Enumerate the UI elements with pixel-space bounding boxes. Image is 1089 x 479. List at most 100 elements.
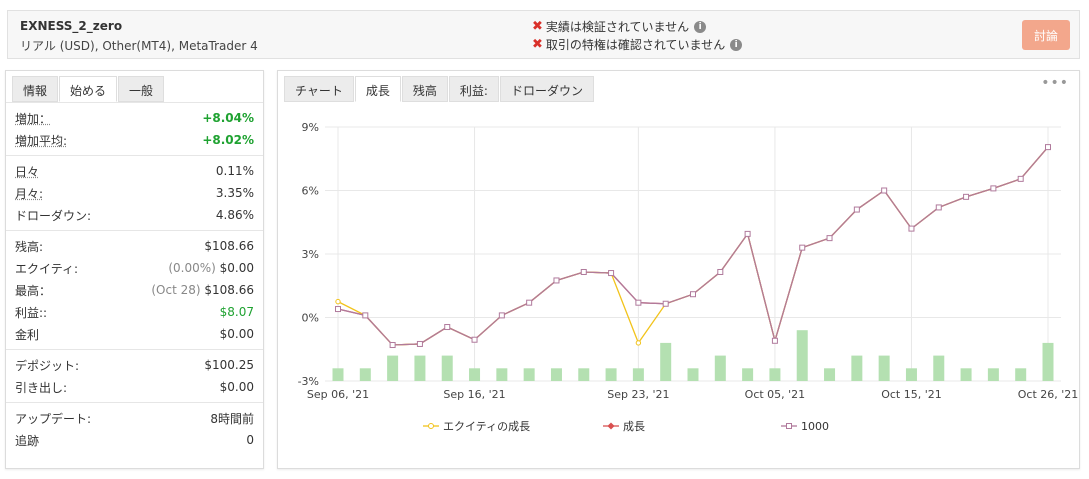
equity-point [335,298,341,305]
tab-start[interactable]: 始める [59,76,118,102]
stat-value-text: $0.00 [219,327,254,341]
balance-point [690,291,696,298]
balance-point [498,312,505,319]
y-tick-label: 9% [302,121,319,134]
stat-value-note: (0.00%) [168,261,216,275]
y-tick-label: 3% [302,248,319,261]
stat-value: $108.66 [204,239,254,253]
stat-label: 利益:: [15,305,48,320]
stats-panel: 情報 始める 一般 増加： +8.04% 増加平均: +8.02% 日々 0.11% 月々:… [5,70,264,469]
account-subtitle: リアル (USD), Other(MT4), MetaTrader 4 [20,39,258,53]
info-icon[interactable]: i [694,20,707,33]
volume-bar [796,330,808,381]
more-options-icon[interactable]: ••• [1041,75,1069,91]
stat-row: 利益:: $8.07 [15,301,254,323]
info-icon[interactable]: i [730,38,743,51]
stat-value-text: $0.00 [219,380,254,394]
account-header: EXNESS_2_zero リアル (USD), Other(MT4), Met… [7,10,1080,59]
stat-value: 0 [246,433,254,447]
stats-list: 増加： +8.04% 増加平均: +8.02% 日々 0.11% 月々: 3.35% ドローダウ… [6,102,263,455]
volume-bar [578,368,590,381]
volume-bar [387,355,399,381]
tab-drawdown[interactable]: ドローダウン [499,76,594,102]
volume-bar [550,368,562,381]
stat-value-text: $8.07 [219,305,254,319]
chart-tabs: チャート 成長 残高 利益: ドローダウン [278,71,1079,102]
x-tick-label: Sep 06, '21 [307,388,369,401]
series-line [337,146,1049,346]
tab-info[interactable]: 情報 [12,76,59,102]
stat-label[interactable]: 日々 [15,164,40,179]
legend-marker-icon [786,423,792,429]
balance-point [389,342,396,349]
tab-chart[interactable]: チャート [284,76,354,102]
volume-bar [1042,342,1054,381]
volume-bar [769,368,781,381]
y-tick-label: 0% [302,312,319,325]
volume-bar [714,355,726,381]
volume-bar [605,368,617,381]
x-tick-label: Sep 16, '21 [443,388,505,401]
volume-bar [332,368,344,381]
legend-label: 1000 [801,420,829,433]
stat-row: 増加平均: +8.02% [15,129,254,151]
volume-bar [987,368,999,381]
equity-point [635,340,642,346]
growth-chart: 9% 6% 3% 0% -3%Sep 06, '21 Sep 16, '21 Sep 23,… [298,121,1079,433]
stat-group: 増加： +8.04% 増加平均: +8.02% [6,102,263,155]
warning-text: 取引の特権は確認されていません [545,38,726,52]
balance-point [717,268,724,275]
stat-label: アップデート: [15,411,92,426]
tab-general[interactable]: 一般 [118,76,165,102]
volume-bar [960,368,972,381]
stat-row: 引き出し: $0.00 [15,376,254,398]
legend-marker-icon [428,423,434,429]
balance-point [935,204,942,211]
x-tick-label: Sep 23, '21 [607,388,669,401]
x-tick-label: Oct 05, '21 [745,388,806,401]
balance-point [963,193,970,200]
account-name[interactable]: EXNESS_2_zero [20,19,123,33]
stat-row: アップデート: 8時間前 [15,407,254,429]
stat-value-note: (Oct 28) [151,283,201,297]
stat-row: 金利 $0.00 [15,323,254,345]
stat-value-text: +8.04% [202,111,254,125]
balance-point [526,299,533,306]
balance-point [580,268,587,275]
stat-value: +8.02% [202,133,254,147]
stat-row: エクイティ: (0.00%) $0.00 [15,257,254,279]
balance-point [662,300,669,307]
warning-text: 実績は検証されていません [545,20,690,34]
volume-bar [742,368,754,381]
tab-profit[interactable]: 利益: [448,76,499,102]
legend-label: エクイティの成長 [443,420,530,433]
stat-group: デポジット: $100.25 引き出し: $0.00 [6,349,263,402]
legend-marker-icon [607,422,615,430]
balance-point [990,185,997,192]
stat-value-text: 8時間前 [210,411,254,426]
stat-row: 増加： +8.04% [15,107,254,129]
volume-bar [359,368,371,381]
volume-bar [851,355,863,381]
stat-row: 残高: $108.66 [15,235,254,257]
tab-growth[interactable]: 成長 [354,76,401,102]
volume-bar [824,368,836,381]
series-line [337,146,1049,346]
balance-point [471,336,478,343]
balance-point [744,230,751,237]
warning-privileges: ✖ 取引の特権は確認されていません i [532,36,743,53]
stat-value: 4.86% [216,208,254,222]
discuss-button[interactable]: 討論 [1022,20,1070,50]
stat-label[interactable]: 増加： [15,111,52,126]
chart-panel: チャート 成長 残高 利益: ドローダウン ••• 9% 6% 3% 0% -3% Sep… [277,70,1080,469]
balance-point [881,187,888,194]
warning-not-verified: ✖ 実績は検証されていません i [532,18,707,35]
stat-group: 残高: $108.66 エクイティ: (0.00%) $0.00 最高： (Oct 28)… [6,230,263,349]
stat-label[interactable]: 月々: [15,186,44,201]
x-tick-label: Oct 26, '21 [1018,388,1079,401]
x-icon: ✖ [532,19,543,34]
tab-balance[interactable]: 残高 [401,76,448,102]
stat-label[interactable]: 増加平均: [15,133,68,148]
balance-point [635,299,642,306]
stat-value: (0.00%) $0.00 [168,261,254,275]
